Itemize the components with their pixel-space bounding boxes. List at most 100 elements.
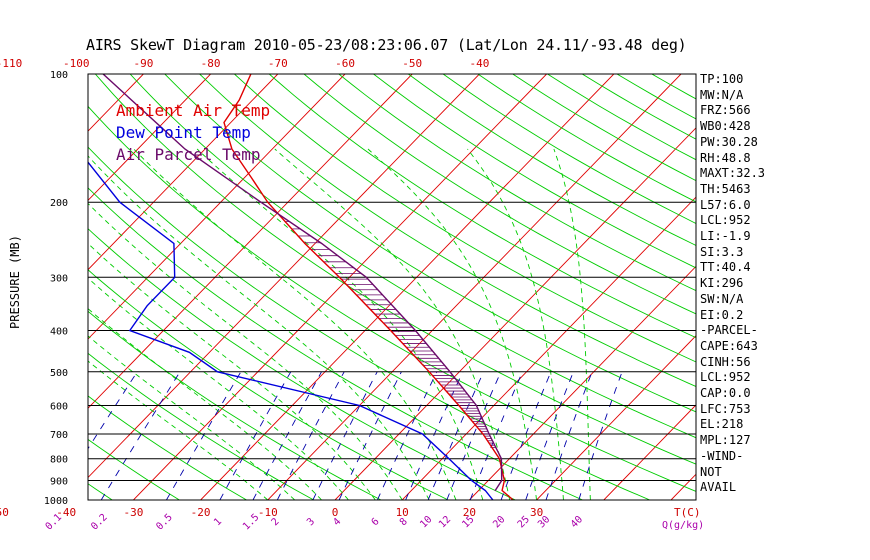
mixing-ratio-label: 1 — [212, 516, 224, 528]
pressure-tick-label: 100 — [50, 70, 68, 81]
index-panel-item: SW:N/A — [700, 291, 744, 306]
series-line-1 — [88, 161, 494, 500]
mixing-ratio-line — [338, 371, 402, 500]
dry-adiabat-line — [88, 228, 516, 500]
top-temp-tick-label: -110 — [0, 57, 22, 70]
mixing-ratio-line — [88, 371, 138, 450]
top-temp-tick-label: -40 — [469, 57, 489, 70]
dry-adiabat-line — [164, 74, 696, 413]
top-temp-tick-label: -100 — [63, 57, 90, 70]
mixing-ratio-label: 12 — [437, 514, 453, 530]
bottom-temp-unit: T(C) — [674, 506, 701, 519]
dry-adiabat-line — [373, 74, 696, 269]
index-panel-item: KI:296 — [700, 276, 744, 291]
dry-adiabat-line — [88, 146, 650, 500]
mixing-ratio-line — [100, 371, 181, 500]
dry-adiabat-line — [408, 74, 696, 246]
mixing-ratio-line — [376, 371, 438, 500]
mixing-ratio-line — [525, 371, 574, 500]
index-panel-item: LCL:952 — [700, 213, 751, 228]
moist-adiabat-line — [274, 148, 511, 500]
dry-adiabat-line — [94, 74, 696, 465]
mixing-ratio-unit: Q(g/kg) — [662, 520, 704, 531]
index-panel-item: MAXT:32.3 — [700, 166, 766, 181]
index-panel-item: RH:48.8 — [700, 150, 751, 165]
bottom-temp-tick-label: -20 — [191, 506, 211, 519]
mixing-ratio-line — [252, 371, 322, 500]
bottom-temp-tick-label: 30 — [530, 506, 543, 519]
mixing-ratio-line — [578, 371, 623, 500]
bottom-temp-tick-label: -50 — [0, 506, 9, 519]
mixing-ratio-line — [500, 371, 552, 500]
index-panel-item: L57:6.0 — [700, 197, 751, 212]
moist-adiabat-line — [88, 277, 349, 500]
moist-adiabat-line — [133, 148, 457, 500]
pressure-tick-label: 300 — [50, 273, 68, 284]
index-panel-item: SI:3.3 — [700, 244, 744, 259]
dry-adiabat-line — [88, 352, 315, 500]
mixing-ratio-label: 10 — [418, 514, 434, 530]
bottom-temp-tick-label: -30 — [123, 506, 143, 519]
dry-adiabat-line — [0, 74, 45, 500]
isotherm-line — [88, 74, 346, 340]
pressure-tick-label: 1000 — [44, 496, 68, 507]
mixing-ratio-line — [427, 371, 485, 500]
dry-adiabat-line — [303, 74, 696, 315]
mixing-ratio-line — [166, 371, 242, 500]
dry-adiabat-line — [88, 395, 247, 500]
isotherm-line — [88, 74, 279, 271]
moist-adiabat-line — [88, 308, 322, 500]
index-panel-item: FRZ:566 — [700, 103, 751, 118]
chart-title: AIRS SkewT Diagram 2010-05-23/08:23:06.0… — [86, 36, 687, 54]
moist-adiabat-line — [467, 148, 564, 500]
dry-adiabat-line — [547, 74, 696, 161]
isotherm-line — [603, 404, 696, 500]
index-panel-item: CAP:0.0 — [700, 386, 751, 401]
isotherm-line — [88, 74, 413, 409]
dry-adiabat-line — [442, 74, 696, 224]
isotherm-line — [536, 335, 696, 500]
mixing-ratio-line — [469, 371, 523, 500]
index-panel-item: -PARCEL- — [700, 323, 758, 338]
isotherm-line — [401, 196, 696, 500]
index-panel-item: LI:-1.9 — [700, 229, 751, 244]
index-panel-item: TT:40.4 — [700, 260, 751, 275]
top-temp-tick-label: -60 — [335, 57, 355, 70]
y-axis-label: PRESSURE (MB) — [8, 235, 22, 329]
index-panel-item: MPL:127 — [700, 433, 751, 448]
dry-adiabat-line — [88, 269, 449, 500]
top-temp-tick-label: -80 — [201, 57, 221, 70]
dry-adiabat-line — [512, 74, 696, 182]
mixing-ratio-label: 6 — [370, 516, 382, 528]
mixing-ratio-line — [446, 371, 502, 500]
index-panel-item: PW:30.28 — [700, 134, 758, 149]
mixing-ratio-label: 3 — [305, 516, 317, 528]
isotherm-line — [88, 74, 480, 479]
series-line-2 — [102, 74, 503, 492]
top-temp-tick-label: -50 — [402, 57, 422, 70]
top-temp-tick-label: -70 — [268, 57, 288, 70]
index-panel-item: EI:0.2 — [700, 307, 744, 322]
legend-ambient: Ambient Air Temp — [116, 101, 271, 120]
dry-adiabat-line — [268, 74, 696, 339]
bottom-temp-tick-label: -10 — [258, 506, 278, 519]
pressure-tick-label: 800 — [50, 455, 68, 466]
dry-adiabat-line — [234, 74, 696, 363]
pressure-tick-label: 900 — [50, 477, 68, 488]
mixing-ratio-label: 40 — [569, 514, 585, 530]
index-panel-item: NOT — [700, 464, 722, 479]
index-panel-item: CINH:56 — [700, 354, 751, 369]
pressure-tick-label: 700 — [50, 430, 68, 441]
mixing-ratio-line — [219, 371, 292, 500]
dry-adiabat-line — [129, 74, 696, 439]
pressure-tick-label: 200 — [50, 198, 68, 209]
index-panel-item: TP:100 — [700, 72, 744, 86]
plot-frame — [87, 73, 697, 501]
index-panel-item: CAPE:643 — [700, 338, 758, 353]
dry-adiabat-line — [88, 187, 583, 500]
bottom-temp-tick-label: 10 — [396, 506, 409, 519]
index-panel: TP:100 MW:N/A FRZ:566 WB0:428 PW:30.28 RH:48.… — [700, 72, 765, 496]
dry-adiabat-line — [477, 74, 696, 203]
isotherm-line — [267, 74, 682, 500]
